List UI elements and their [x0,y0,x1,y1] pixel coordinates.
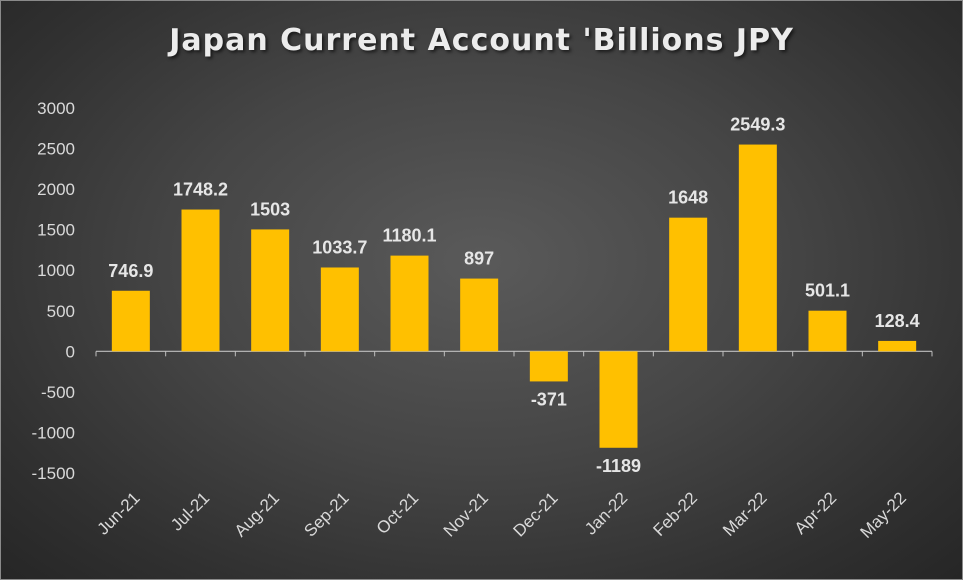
y-tick-label: 1000 [37,261,75,280]
x-tick-label: Dec-21 [509,488,561,540]
chart-title: Japan Current Account 'Billions JPY [169,23,794,58]
bar-may-22 [878,340,917,352]
bar-aug-21 [251,229,290,352]
x-tick-label: Sep-21 [300,488,352,540]
bar-apr-22 [808,310,847,352]
y-tick-label: -1000 [32,423,75,442]
x-tick-label: Jul-21 [167,488,213,534]
x-tick-label: Aug-21 [231,488,283,540]
bar-oct-21 [390,255,429,352]
y-tick-label: 3000 [37,99,75,118]
x-tick-label: Apr-22 [791,488,841,538]
data-label: 1748.2 [173,180,228,200]
x-tick-label: Jan-22 [581,488,631,538]
x-tick-label: Feb-22 [649,488,701,540]
bar-jun-21 [111,290,150,352]
y-tick-label: 2500 [37,140,75,159]
y-tick-label: 1500 [37,221,75,240]
data-label: 897 [464,249,494,269]
bar-jul-21 [181,209,220,352]
y-tick-label: -500 [41,383,75,402]
bar-sep-21 [320,267,359,352]
y-tick-label: -1500 [32,464,75,483]
x-tick-label: May-22 [856,488,910,542]
y-tick-label: 0 [66,342,75,361]
data-label: 1648 [668,188,708,208]
y-tick-label: 2000 [37,180,75,199]
y-tick-label: 500 [47,302,75,321]
bar-jan-22 [599,351,638,448]
data-label: 1503 [250,199,290,219]
data-label: 501.1 [805,281,850,301]
data-label: 1033.7 [312,237,367,257]
x-tick-label: Oct-21 [373,488,423,538]
data-label: -371 [531,389,567,409]
bar-mar-22 [738,144,777,352]
x-tick-label: Mar-22 [719,488,771,540]
bar-feb-22 [669,217,708,352]
bar-nov-21 [460,278,499,352]
data-label: 746.9 [108,261,153,281]
data-label: 2549.3 [730,115,785,135]
data-label: 128.4 [875,311,920,331]
data-label: 1180.1 [382,226,436,246]
data-label: -1189 [596,456,641,476]
bar-dec-21 [529,351,568,382]
x-tick-label: Nov-21 [440,488,492,540]
x-tick-label: Jun-21 [93,488,143,538]
